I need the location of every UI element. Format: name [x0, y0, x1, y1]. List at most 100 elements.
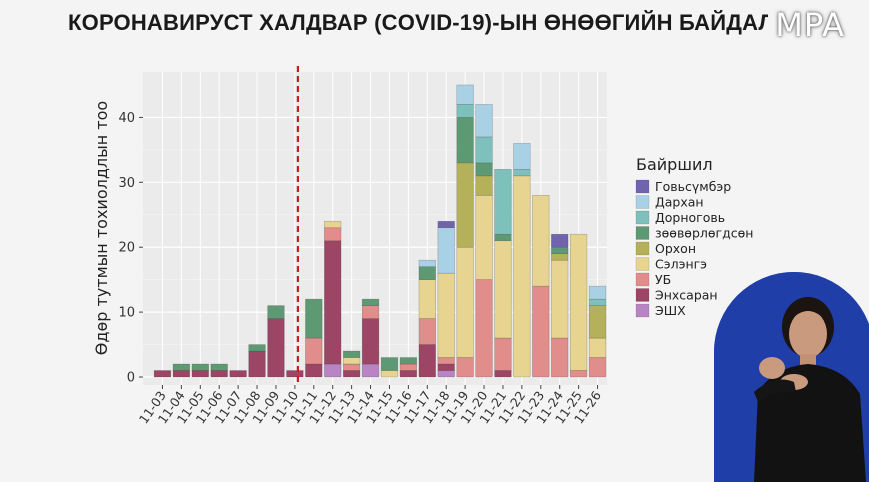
legend-swatch [635, 195, 650, 209]
bar-segment [343, 350, 361, 358]
x-axis: 11-0311-0411-0511-0611-0711-0811-0911-10… [136, 385, 604, 426]
legend-label: Дорноговь [655, 210, 725, 225]
bar-segment [267, 305, 285, 319]
bar-segment [324, 220, 342, 229]
bar-segment [399, 363, 417, 371]
bar-segment [361, 363, 380, 378]
bar-segment [494, 337, 512, 371]
bar-segment [399, 357, 417, 365]
bar-segment [418, 318, 436, 345]
y-axis: 0 10 20 30 40 [118, 111, 143, 386]
bar-segment [305, 298, 323, 339]
bar-segment [305, 337, 323, 365]
bar-segment [286, 370, 304, 378]
bar-segment [475, 136, 493, 164]
bar-segment [494, 240, 512, 339]
bar-segment [494, 233, 512, 242]
legend-swatch [635, 210, 650, 225]
bar-segment [456, 104, 474, 118]
bar-segment [437, 272, 455, 358]
legend-label: УБ [655, 272, 671, 287]
bar-segment [191, 370, 209, 378]
sign-language-interpreter-image [714, 272, 869, 482]
legend-title: Байршил [636, 155, 713, 174]
y-axis-label: Өдөр тутмын тохиолдлын тоо [92, 101, 111, 355]
legend-swatch [635, 179, 650, 194]
y-tick-label: 30 [118, 176, 135, 191]
legend-label: Энхсаран [655, 288, 718, 303]
bar-segment [494, 169, 512, 235]
bar-segment [513, 175, 531, 378]
bar-segment [475, 104, 493, 138]
bar-segment [588, 298, 607, 306]
bar-segment [361, 305, 380, 319]
bar-segment [343, 357, 361, 365]
legend-swatch [635, 288, 650, 302]
bar-segment [532, 194, 550, 287]
bar-segment [588, 337, 607, 358]
bar-segment [513, 143, 531, 170]
legend: ГовьсүмбэрДарханДорноговьзөөвөрлөгдсөнОр… [635, 179, 753, 318]
bar-segment [475, 279, 493, 378]
bar-segment [475, 194, 493, 280]
bar-segment [551, 253, 569, 261]
bar-segment [456, 162, 474, 248]
bar-segment [361, 318, 380, 365]
bar-segment [210, 370, 228, 378]
legend-swatch [635, 226, 650, 240]
bar-segment [361, 298, 380, 306]
y-tick-label: 0 [127, 371, 135, 386]
bar-segment [399, 370, 417, 378]
watermark-logo: MPA [775, 6, 845, 44]
legend-swatch [635, 272, 650, 287]
bar-segment [343, 363, 361, 371]
legend-swatch [635, 257, 650, 271]
bar-segment [475, 162, 493, 177]
bar-segment [588, 285, 607, 300]
bar-segment [210, 363, 228, 371]
bar-segment [229, 370, 247, 378]
bar-segment [570, 233, 588, 371]
bar-segment [343, 370, 361, 378]
bar-segment [305, 363, 323, 378]
bar-segment [456, 246, 474, 358]
bar-segment [418, 279, 436, 319]
bar-segment [475, 175, 493, 196]
bar-segment [588, 357, 607, 378]
bar-segment [551, 246, 569, 255]
y-tick-label: 20 [118, 241, 135, 256]
slide-title: КОРОНАВИРУСТ ХАЛДВАР (COVID-19)-ЫН ӨНӨӨГ… [68, 10, 768, 35]
bar-segment [380, 357, 399, 371]
bar-segment [456, 84, 474, 105]
bar-segment [551, 259, 569, 339]
bar-segment [191, 363, 209, 371]
bar-segment [532, 285, 550, 378]
bar-segment [551, 233, 569, 248]
legend-label: Говьсүмбэр [655, 179, 731, 194]
bar-segment [437, 227, 455, 274]
bar-segment [248, 344, 266, 352]
bar-segment [418, 259, 436, 267]
legend-label: ЭШХ [655, 303, 686, 318]
bar-segment [418, 266, 436, 280]
bar-segment [267, 318, 285, 378]
bars [153, 84, 607, 378]
bar-segment [248, 350, 266, 378]
bar-segment [172, 370, 190, 378]
bar-segment [172, 363, 190, 371]
bar-segment [380, 370, 399, 378]
bar-segment [153, 370, 172, 378]
bar-segment [513, 169, 531, 177]
bar-segment [437, 370, 455, 378]
legend-swatch [635, 241, 650, 256]
bar-segment [324, 240, 342, 365]
bar-segment [324, 363, 342, 378]
legend-swatch [635, 303, 650, 318]
bar-segment [570, 370, 588, 378]
bar-segment [456, 357, 474, 378]
bar-segment [588, 305, 607, 339]
y-tick-label: 40 [118, 111, 135, 126]
bar-segment [456, 117, 474, 164]
legend-label: Сэлэнгэ [655, 257, 707, 272]
